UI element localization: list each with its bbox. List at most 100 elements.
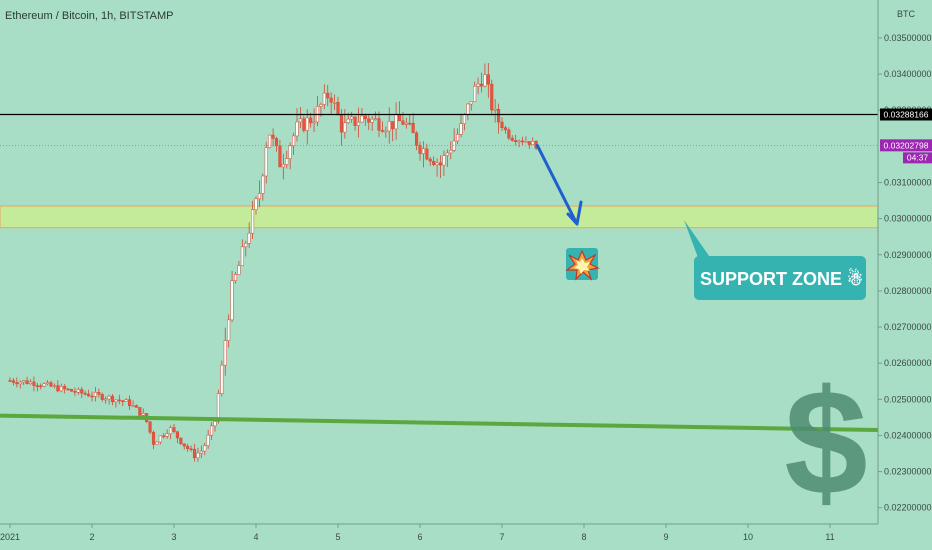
candle-body [281, 164, 285, 168]
candle-body [237, 265, 241, 275]
candle-body [452, 140, 456, 151]
candle-body [199, 450, 203, 454]
time-tick-label: 4 [253, 532, 258, 542]
candle-body [322, 92, 326, 105]
candle-body [114, 399, 118, 403]
candle-body [73, 391, 77, 393]
candle-body [309, 117, 313, 124]
candle-body [240, 246, 244, 266]
candle-body [97, 392, 101, 395]
candle-body [476, 83, 480, 87]
time-axis-ticks[interactable]: 2021 2 3 4 5 6 7 8 9 10 11 [0, 524, 835, 542]
explosion-icon [565, 248, 600, 281]
candle-body [531, 140, 535, 145]
candle-body [76, 389, 80, 393]
candle-body [110, 395, 115, 403]
candle-body [268, 134, 272, 148]
candle-body [449, 150, 453, 154]
candle-body [493, 108, 497, 111]
time-tick-label: 10 [743, 532, 753, 542]
candle-body [100, 394, 104, 400]
candle-body [486, 74, 490, 85]
candle-body [466, 103, 470, 115]
candle-body [28, 381, 33, 385]
svg-text:0.03288166: 0.03288166 [884, 109, 929, 119]
candle-body [69, 389, 74, 392]
candle-body [90, 395, 94, 398]
candle-body [203, 445, 207, 452]
candle-body [387, 121, 391, 132]
candle-body [329, 97, 333, 103]
candle-body [285, 158, 289, 165]
candle-body [305, 117, 309, 131]
time-tick-label: 3 [171, 532, 176, 542]
candle-body [39, 385, 43, 388]
candle-body [370, 118, 374, 123]
candle-body [336, 102, 340, 115]
candle-body [404, 122, 408, 125]
candle-body [288, 145, 292, 159]
candle-body [141, 413, 145, 416]
candle-body [401, 120, 405, 125]
candle-body [343, 122, 347, 133]
currency-unit: BTC [897, 9, 916, 19]
svg-text:0.03202798: 0.03202798 [884, 140, 929, 150]
candle-body [107, 395, 111, 400]
candle-body [148, 421, 152, 433]
candle-body [244, 243, 248, 248]
candle-body [507, 129, 511, 139]
price-axis[interactable] [878, 0, 932, 550]
candle-body [408, 122, 412, 125]
price-tick-label: 0.02300000 [884, 467, 932, 477]
candle-body [428, 158, 432, 162]
candle-body [397, 114, 402, 122]
candle-body [172, 427, 176, 432]
candle-body [510, 137, 514, 141]
candle-body [182, 443, 186, 447]
time-tick-label: 5 [335, 532, 340, 542]
candle-body [261, 175, 265, 194]
candle-body [8, 380, 12, 382]
candle-body [391, 121, 395, 130]
candle-body [459, 123, 463, 135]
time-tick-label: 8 [581, 532, 586, 542]
support-zone [0, 205, 879, 229]
time-tick-label: 11 [825, 532, 834, 542]
candle-body [158, 435, 162, 443]
candle-body [432, 160, 436, 165]
candle-body [312, 121, 316, 124]
candle-body [394, 114, 398, 130]
candle-body [128, 399, 132, 407]
candle-body [363, 115, 367, 120]
price-tick-label: 0.02400000 [884, 430, 932, 440]
candle-body [326, 92, 330, 99]
candle-body [350, 116, 354, 120]
candle-body [87, 393, 91, 397]
candlestick-series [8, 62, 538, 462]
candle-body [274, 138, 279, 147]
candle-body [247, 232, 251, 244]
candle-body [179, 437, 183, 445]
candle-body [346, 118, 350, 123]
candle-body [257, 193, 261, 200]
candle-body [298, 118, 302, 123]
time-tick-label: 2021 [0, 532, 20, 542]
candle-body [520, 140, 525, 143]
candle-body [216, 393, 220, 422]
candle-body [292, 135, 296, 147]
price-tick-label: 0.02500000 [884, 394, 932, 404]
candle-body [104, 398, 108, 401]
candle-body [121, 400, 125, 402]
candle-body [473, 85, 477, 102]
candle-body [227, 319, 231, 341]
candle-body [418, 144, 422, 154]
candle-body [380, 130, 384, 132]
candle-body [131, 405, 135, 407]
time-tick-label: 9 [663, 532, 668, 542]
candle-body [233, 274, 238, 281]
candle-body [83, 392, 87, 395]
candle-body [367, 118, 371, 123]
price-tick-label: 0.03400000 [884, 69, 932, 79]
candle-body [169, 427, 173, 435]
